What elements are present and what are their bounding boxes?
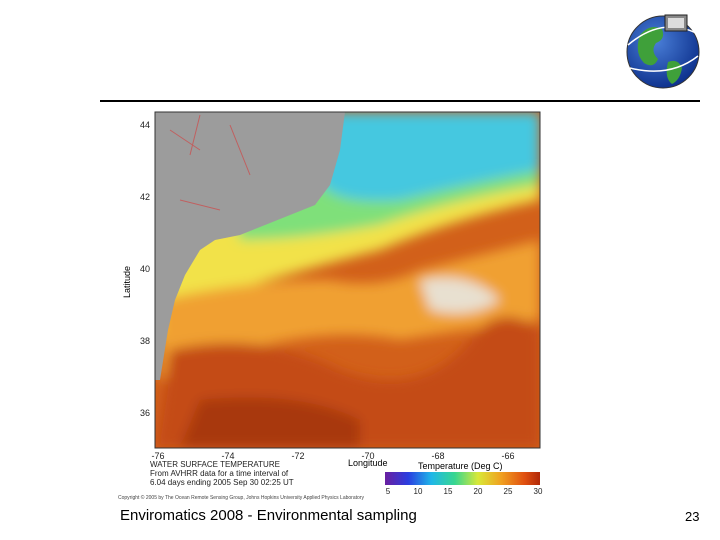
- copyright: Copyright © 2005 by The Ocean Remote Sen…: [118, 494, 364, 501]
- lon-tick: -68: [431, 451, 444, 461]
- colorbar-tick: 20: [474, 487, 483, 496]
- colorbar-tick: 15: [444, 487, 453, 496]
- lon-tick: -76: [151, 451, 164, 461]
- colorbar-tick: 25: [504, 487, 513, 496]
- caption-line: 6.04 days ending 2005 Sep 30 02:25 UT: [150, 478, 294, 487]
- lon-label: Longitude: [348, 458, 388, 468]
- lat-tick: 42: [140, 192, 150, 202]
- lat-tick: 44: [140, 120, 150, 130]
- lon-tick: -74: [221, 451, 234, 461]
- footer-text: Enviromatics 2008 - Environmental sampli…: [120, 507, 417, 524]
- caption-line: WATER SURFACE TEMPERATURE: [150, 460, 280, 469]
- globe-icon: [626, 14, 701, 89]
- colorbar-tick: 30: [534, 487, 543, 496]
- sst-map: 44 42 40 38 36 -76 -74 -72 -70 -68 -66 Latitude L…: [117, 108, 557, 502]
- page-number: 23: [685, 509, 700, 524]
- lat-tick: 38: [140, 336, 150, 346]
- colorbar: [385, 472, 540, 485]
- colorbar-tick: 5: [386, 487, 391, 496]
- lon-tick: -70: [361, 451, 374, 461]
- lat-tick: 36: [140, 408, 150, 418]
- colorbar-tick: 10: [414, 487, 423, 496]
- lon-tick: -66: [501, 451, 514, 461]
- colorbar-title: Temperature (Deg C): [418, 461, 503, 471]
- lat-label: Latitude: [122, 266, 132, 298]
- lon-tick: -72: [291, 451, 304, 461]
- lat-tick: 40: [140, 264, 150, 274]
- caption-line: From AVHRR data for a time interval of: [150, 469, 289, 478]
